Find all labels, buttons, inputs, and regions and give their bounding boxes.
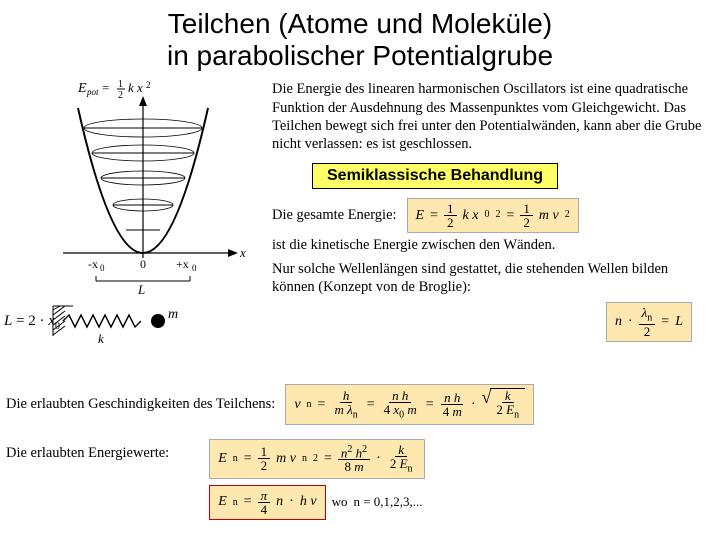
svg-text:0: 0 <box>140 257 146 271</box>
total-energy-equation: E = 12 k x02 = 12 m v2 <box>407 198 579 233</box>
energies-label: Die erlaubten Energiewerte: <box>6 439 169 462</box>
svg-text:0: 0 <box>192 263 197 273</box>
total-energy-label: Die gesamte Energie: <box>272 206 397 224</box>
wavelength-condition-row: n · λn2 = L <box>272 302 712 342</box>
wo-label: wo <box>332 494 348 510</box>
length-equation: L = 2 · x0 <box>4 313 60 332</box>
svg-text:2: 2 <box>118 90 123 101</box>
debroglie-text: Nur solche Wellenlängen sind gestattet, … <box>272 260 712 296</box>
svg-text:k: k <box>98 331 104 346</box>
energy-derivation-equation: En = 12 m vn2 = n2 h28 m · k2 En <box>209 439 424 479</box>
title-line-1: Teilchen (Atome und Moleküle) <box>168 8 552 39</box>
svg-text:k x: k x <box>128 80 143 95</box>
text-column: Die Energie des linearen harmonischen Os… <box>268 78 712 358</box>
section-banner: Semiklassische Behandlung <box>312 163 558 189</box>
page-title: Teilchen (Atome und Moleküle) in parabol… <box>40 8 680 72</box>
svg-text:E: E <box>77 81 87 96</box>
svg-text:1: 1 <box>118 79 123 90</box>
svg-text:-x: -x <box>88 257 98 271</box>
kinetic-text: ist die kinetische Energie zwischen den … <box>272 236 712 254</box>
svg-text:+x: +x <box>176 257 189 271</box>
svg-text:L: L <box>137 282 145 297</box>
top-row: E pot = 1 2 k x 2 x <box>0 78 720 358</box>
svg-text:2: 2 <box>146 80 151 90</box>
energy-result-equation: En = π4 n · h ν <box>209 485 325 520</box>
title-line-2: in parabolischer Potentialgrube <box>167 40 553 71</box>
svg-text:x: x <box>239 245 246 260</box>
svg-text:m: m <box>168 307 178 322</box>
svg-text:pot: pot <box>86 87 99 97</box>
velocities-row: Die erlaubten Geschindigkeiten des Teilc… <box>6 384 708 425</box>
n-values: n = 0,1,2,3,... <box>353 494 422 510</box>
velocities-equation: vn = hm λn = n h4 x0 m = n h4 m · k2 En <box>285 384 534 425</box>
svg-text:=: = <box>102 80 109 95</box>
bottom-block: Die erlaubten Geschindigkeiten des Teilc… <box>0 358 720 519</box>
total-energy-row: Die gesamte Energie: E = 12 k x02 = 12 m… <box>272 198 712 233</box>
wavelength-condition-equation: n · λn2 = L <box>606 302 692 342</box>
svg-text:0: 0 <box>100 263 105 273</box>
velocities-label: Die erlaubten Geschindigkeiten des Teilc… <box>6 396 275 413</box>
intro-paragraph: Die Energie des linearen harmonischen Os… <box>272 80 712 153</box>
energies-row: Die erlaubten Energiewerte: En = 12 m vn… <box>6 439 708 520</box>
